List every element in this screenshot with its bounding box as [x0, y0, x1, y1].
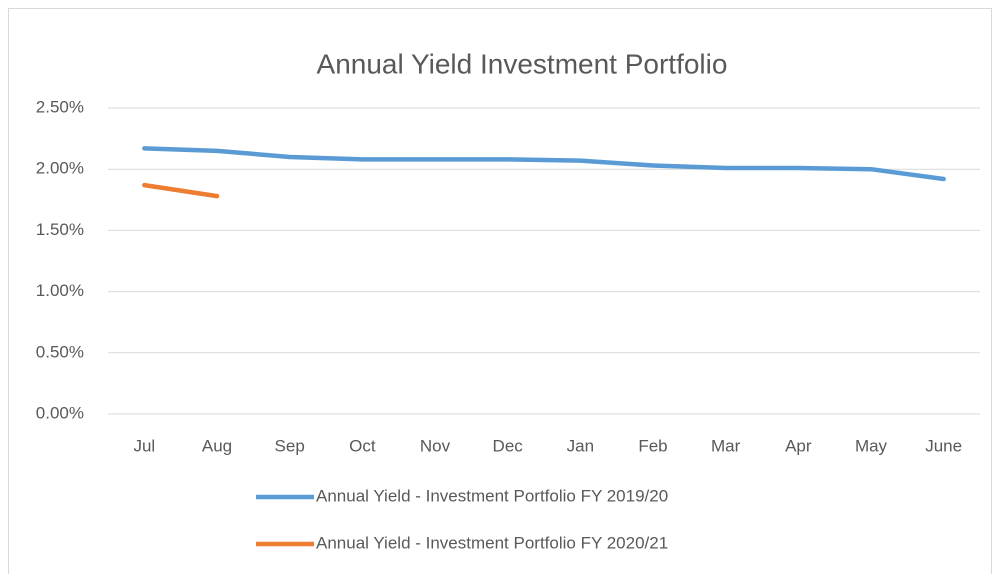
x-tick-label: Jul	[133, 436, 155, 455]
y-tick-label: 0.00%	[36, 403, 84, 422]
legend-label: Annual Yield - Investment Portfolio FY 2…	[316, 486, 668, 505]
y-tick-label: 2.00%	[36, 159, 84, 178]
x-tick-label: Oct	[349, 436, 376, 455]
series-line	[142, 182, 220, 199]
x-tick-label: May	[855, 436, 888, 455]
chart-title: Annual Yield Investment Portfolio	[317, 48, 728, 79]
x-tick-label: June	[925, 436, 962, 455]
legend-label: Annual Yield - Investment Portfolio FY 2…	[316, 533, 668, 552]
series-line	[142, 146, 946, 182]
y-tick-label: 1.50%	[36, 220, 84, 239]
x-tick-label: Mar	[711, 436, 741, 455]
x-tick-label: Sep	[275, 436, 305, 455]
x-tick-label: Apr	[785, 436, 812, 455]
y-tick-label: 1.00%	[36, 281, 84, 300]
x-tick-label: Aug	[202, 436, 232, 455]
x-tick-label: Dec	[493, 436, 524, 455]
x-tick-label: Nov	[420, 436, 451, 455]
y-tick-label: 2.50%	[36, 97, 84, 116]
x-tick-label: Jan	[567, 436, 594, 455]
y-tick-label: 0.50%	[36, 342, 84, 361]
x-tick-label: Feb	[638, 436, 667, 455]
